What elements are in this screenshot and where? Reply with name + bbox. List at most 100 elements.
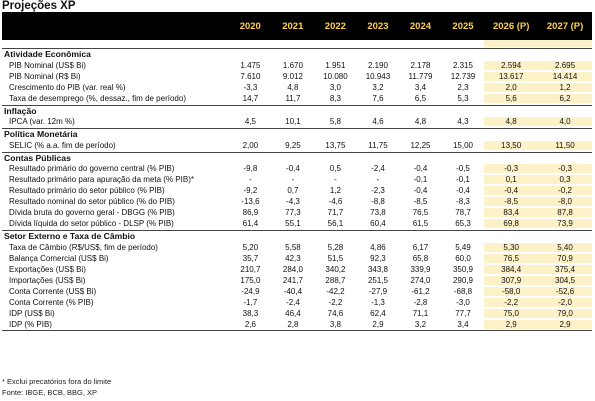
table-row: Dívida líquida do setor público - DLSP (… [2, 218, 592, 229]
value-cell: 3,0 [329, 82, 341, 92]
value-cell: 60,4 [370, 219, 386, 228]
value-cell: 343,8 [367, 264, 388, 274]
value-cell: 11,7 [285, 93, 301, 103]
year-header: 2022 [324, 20, 346, 32]
value-cell: -4,3 [286, 197, 300, 206]
year-header-projection: 2026 (P) [484, 20, 539, 32]
row-label: Importações (US$ Bi) [9, 275, 86, 285]
projection-cell: 14.414 [538, 71, 592, 81]
value-cell: -3,0 [456, 297, 470, 307]
value-cell: 2,6 [244, 319, 256, 329]
projection-cell: 5,40 [538, 242, 592, 252]
value-cell: 9,25 [285, 140, 301, 150]
value-cell: -0,4 [286, 164, 300, 173]
projection-cell: -58,0 [484, 286, 539, 296]
section-header: Política Monetária [2, 128, 592, 140]
value-cell: 38,3 [242, 308, 259, 318]
value-cell: 3,4 [457, 319, 469, 329]
section-header: Atividade Econômica [2, 48, 592, 60]
row-label: Taxa de Câmbio (R$/US$, fim de período) [9, 242, 158, 252]
row-label: PIB Nominal (R$ Bi) [9, 71, 81, 81]
projection-cell: 13.617 [484, 71, 539, 81]
value-cell: -2,3 [371, 186, 385, 195]
value-cell: 5,49 [455, 242, 471, 252]
table-row: Balança Comercial (US$ Bi) 35,7 42,3 51,5 92… [2, 253, 592, 264]
projection-cell: 2,0 [484, 82, 539, 92]
row-label: PIB Nominal (US$ Bi) [9, 60, 86, 70]
value-cell: 340,2 [325, 264, 346, 274]
projection-cell: 5,6 [484, 93, 539, 103]
row-label: Dívida líquida do setor público - DLSP (… [9, 219, 174, 228]
row-label: Taxa de desemprego (%, dessaz., fim de p… [9, 93, 186, 103]
projection-cell: 375,4 [538, 264, 592, 274]
projection-cell: -0,3 [538, 164, 592, 173]
value-cell: 60,0 [455, 253, 471, 263]
row-label: IDP (% PIB) [9, 319, 52, 329]
section-header: Contas Públicas [2, 151, 592, 164]
value-cell: 92,3 [370, 253, 386, 263]
value-cell: 9.012 [282, 71, 303, 81]
header-gap [2, 40, 593, 47]
section-title: Inflação [4, 105, 37, 116]
value-cell: 3,4 [414, 82, 427, 92]
value-cell: 5,58 [285, 242, 301, 252]
value-cell: 1.475 [240, 60, 261, 70]
value-cell: -2,4 [371, 164, 385, 173]
row-label: Dívida bruta do governo geral - DBGG (% … [9, 208, 175, 217]
row-label: Resultado primário do governo central (%… [9, 164, 175, 173]
section-title: Política Monetária [4, 129, 78, 140]
table-row: IDP (US$ Bi) 38,3 46,4 74,6 62,4 71,1 77,7 75,0… [2, 308, 592, 319]
value-cell: 4,8 [414, 117, 427, 126]
table-row: Exportações (US$ Bi) 210,7 284,0 340,2 343,8… [2, 264, 592, 275]
value-cell: - [376, 175, 380, 184]
value-cell: -0,5 [456, 164, 470, 173]
table-row: Taxa de desemprego (%, dessaz., fim de p… [2, 93, 592, 104]
value-cell: - [291, 175, 295, 184]
value-cell: 13,75 [325, 140, 346, 150]
value-cell: 5,28 [327, 242, 344, 252]
value-cell: -2,4 [286, 297, 300, 307]
projection-cell: -0,3 [484, 164, 539, 173]
value-cell: 7.610 [240, 71, 261, 81]
value-cell: -40,4 [283, 286, 303, 296]
table-row: Importações (US$ Bi) 175,0 241,7 288,7 251,5… [2, 275, 592, 286]
value-cell: 1.951 [325, 60, 346, 70]
projection-cell: 2.695 [538, 60, 592, 70]
projection-cell: 2.594 [484, 60, 539, 70]
value-cell: 5,20 [242, 242, 259, 252]
value-cell: 74,6 [327, 308, 344, 318]
year-header: 2024 [409, 20, 432, 32]
row-label: Resultado nominal do setor público (% do… [9, 197, 175, 206]
value-cell: 2,00 [242, 140, 259, 150]
projection-cell: 73,9 [538, 219, 592, 228]
value-cell: - [334, 175, 337, 184]
table-row: Resultado primário do setor público (% P… [2, 185, 592, 196]
projection-cell: 0,1 [484, 175, 539, 184]
projection-cell: 87,8 [538, 208, 592, 217]
projection-cell: 4,0 [538, 117, 592, 126]
value-cell: 241,7 [282, 275, 303, 285]
value-cell: 15,00 [452, 140, 473, 150]
value-cell: 6,17 [412, 242, 429, 252]
table-row: Resultado primário do governo central (%… [2, 163, 592, 174]
row-label: Conta Corrente (US$ Bi) [9, 286, 97, 296]
value-cell: -9,2 [243, 186, 258, 195]
value-cell: 11,75 [368, 140, 388, 150]
year-header: 2025 [452, 20, 474, 32]
section-title: Contas Públicas [4, 152, 71, 163]
value-cell: 2.315 [452, 60, 473, 70]
projection-cell: 307,9 [484, 275, 539, 285]
value-cell: 71,7 [327, 208, 344, 217]
value-cell: 4,3 [457, 117, 469, 126]
projection-cell: -2,2 [484, 297, 539, 307]
value-cell: 56,1 [327, 219, 344, 228]
value-cell: 10.943 [365, 71, 391, 81]
value-cell: -24,9 [241, 286, 260, 296]
row-label: Conta Corrente (% PIB) [9, 297, 94, 307]
value-cell: 251,5 [367, 275, 388, 285]
value-cell: 10,1 [285, 117, 301, 126]
projection-cell: 384,4 [484, 264, 539, 274]
value-cell: 0,5 [329, 164, 341, 173]
projection-cell: 76,5 [484, 253, 539, 263]
value-cell: 4,6 [372, 117, 384, 126]
